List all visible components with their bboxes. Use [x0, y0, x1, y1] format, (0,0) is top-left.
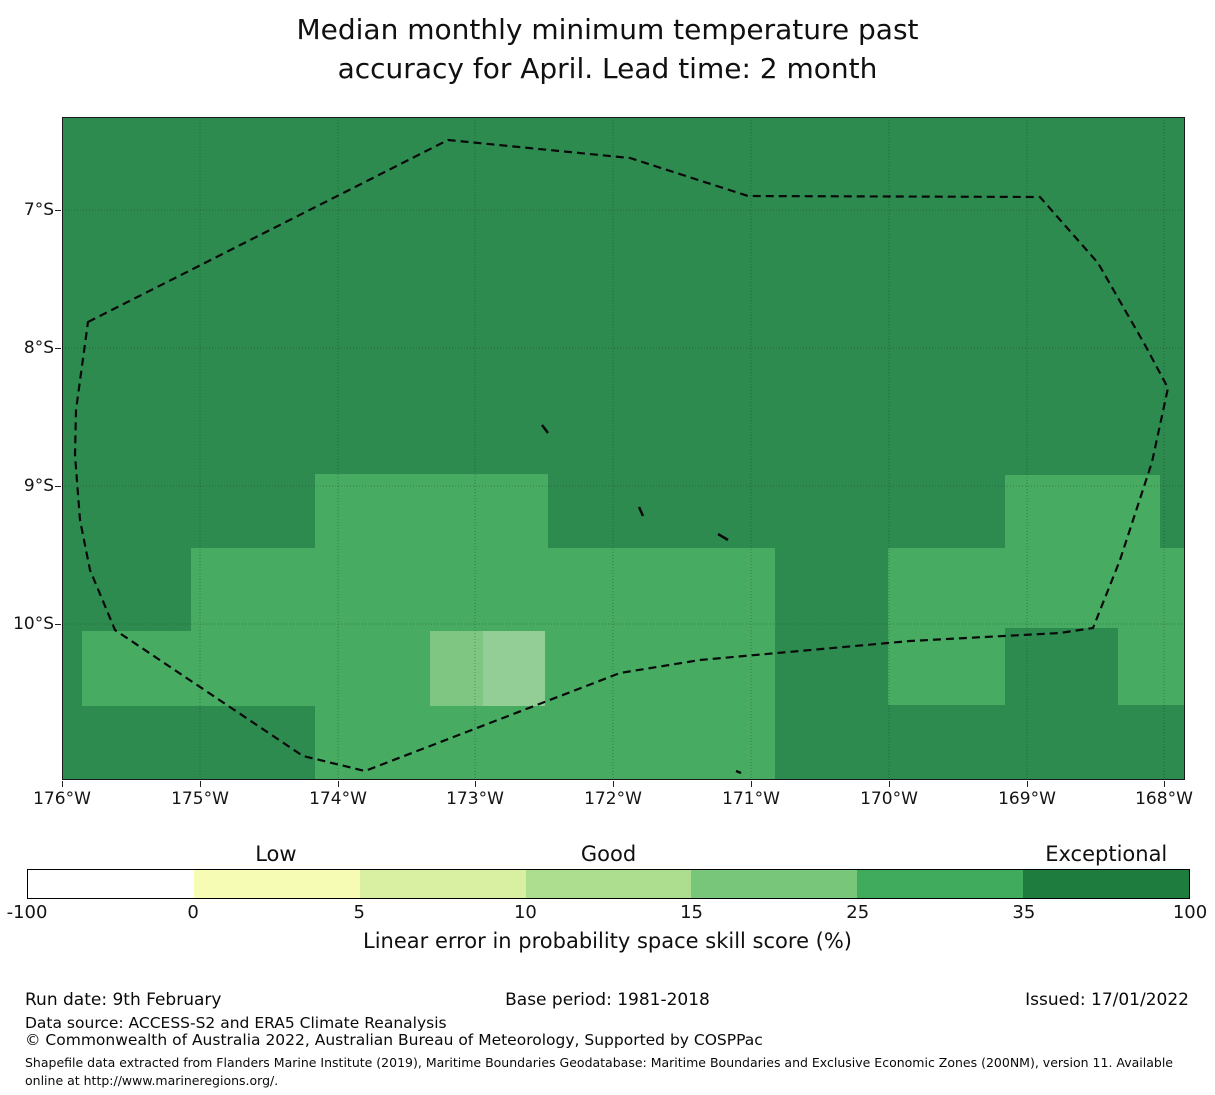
colorbar-tick-label: 5 [353, 902, 366, 923]
colorbar-caption: Linear error in probability space skill … [363, 929, 852, 953]
colorbar-segment [525, 870, 692, 898]
colorbar-segment [28, 870, 194, 898]
x-axis-tick-label: 174°W [309, 789, 367, 809]
x-axis-tick-label: 175°W [171, 789, 229, 809]
run-date-text: Run date: 9th February [25, 990, 222, 1010]
eez-boundary-line [73, 138, 1170, 773]
map-cell [1005, 475, 1160, 548]
colorbar-tick-label: 15 [680, 902, 704, 923]
x-axis-tickmark [1027, 781, 1028, 787]
x-axis-tickmark [889, 781, 890, 787]
x-axis-tick-label: 168°W [1135, 789, 1193, 809]
x-axis-tick-label: 172°W [584, 789, 642, 809]
colorbar-segment [691, 870, 858, 898]
map-panel [62, 117, 1185, 780]
y-axis-tick-label: 10°S [13, 614, 54, 634]
y-axis-tick-label: 8°S [23, 338, 54, 358]
map-cell [545, 631, 775, 706]
x-axis-tick-label: 169°W [998, 789, 1056, 809]
x-axis-tick-label: 176°W [33, 789, 91, 809]
colorbar-segment [857, 870, 1024, 898]
x-axis-tickmark [1164, 781, 1165, 787]
issued-text: Issued: 17/01/2022 [1025, 990, 1189, 1010]
colorbar-tick-label: 100 [1172, 902, 1208, 923]
x-axis-tickmark [751, 781, 752, 787]
data-source-text: Data source: ACCESS-S2 and ERA5 Climate … [25, 1014, 447, 1032]
colorbar-tick-label: 10 [513, 902, 537, 923]
colorbar-tick-label: 25 [846, 902, 870, 923]
map-cell [315, 706, 775, 780]
x-axis-tickmark [338, 781, 339, 787]
y-axis-tickmark [55, 210, 61, 211]
copyright-text: © Commonwealth of Australia 2022, Austra… [25, 1031, 763, 1049]
y-axis-tick-label: 9°S [23, 476, 54, 496]
map-cell [82, 631, 430, 706]
colorbar-class-label: Good [580, 842, 637, 866]
y-axis-tickmark [55, 348, 61, 349]
chart-title-line2: accuracy for April. Lead time: 2 month [337, 52, 878, 85]
island-mark [735, 769, 742, 775]
map-cell [483, 631, 545, 706]
y-axis-tickmark [55, 486, 61, 487]
island-mark [637, 506, 645, 517]
map-cell [888, 548, 1005, 705]
colorbar-tick-label: -100 [6, 902, 48, 923]
y-axis-tick-label: 7°S [23, 200, 54, 220]
shapefile-note-text: Shapefile data extracted from Flanders M… [25, 1055, 1173, 1089]
x-axis-tickmark [200, 781, 201, 787]
x-axis-tick-label: 173°W [446, 789, 504, 809]
colorbar [27, 869, 1190, 899]
chart-title: Median monthly minimum temperature past … [0, 10, 1215, 88]
colorbar-class-label: Exceptional [1045, 842, 1168, 866]
x-axis-tick-label: 171°W [722, 789, 780, 809]
map-cell [315, 474, 548, 548]
map-cell [430, 631, 483, 706]
x-axis-tickmark [613, 781, 614, 787]
x-axis-tickmark [475, 781, 476, 787]
chart-title-line1: Median monthly minimum temperature past [296, 13, 919, 46]
map-cell [191, 548, 775, 631]
colorbar-segment [193, 870, 360, 898]
island-mark [541, 424, 549, 434]
map-canvas [62, 117, 1185, 780]
colorbar-class-label: Low [255, 842, 297, 866]
colorbar-tick-label: 35 [1012, 902, 1036, 923]
colorbar-tick-label: 0 [187, 902, 199, 923]
base-period-text: Base period: 1981-2018 [505, 990, 710, 1010]
x-axis-tickmark [62, 781, 63, 787]
x-axis-tick-label: 170°W [860, 789, 918, 809]
colorbar-segment [1023, 870, 1190, 898]
map-cell [1118, 628, 1185, 705]
y-axis-tickmark [55, 624, 61, 625]
map-frame [62, 117, 1185, 780]
island-mark [717, 532, 729, 542]
map-cell [1005, 548, 1185, 628]
colorbar-segment [359, 870, 526, 898]
